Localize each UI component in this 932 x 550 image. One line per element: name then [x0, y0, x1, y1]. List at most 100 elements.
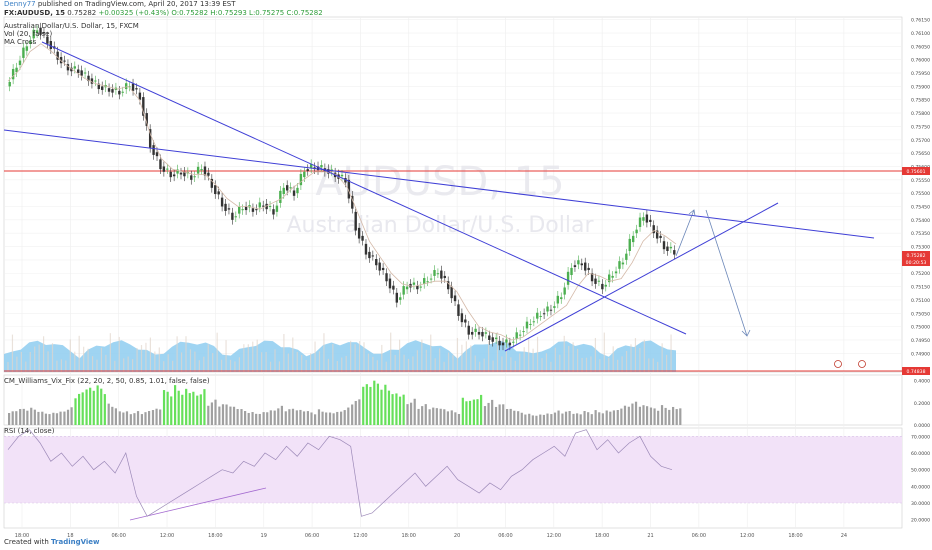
candle-body — [90, 78, 94, 84]
author-link[interactable]: Denny77 — [4, 0, 36, 8]
vix-bar — [236, 409, 239, 425]
vix-bar — [111, 406, 114, 425]
candle-body — [484, 332, 488, 334]
study-ma-label[interactable]: MA Cross — [4, 38, 37, 46]
williams-panel-label[interactable]: CM_Williams_Vix_Fix (22, 20, 2, 50, 0.85… — [4, 377, 210, 385]
price-axis-label: 0.75950 — [911, 71, 930, 77]
candle-body — [566, 271, 570, 285]
rsi-panel-label[interactable]: RSI (14, close) — [4, 427, 55, 435]
time-axis-label: 18:00 — [208, 533, 222, 539]
vix-bar — [539, 414, 542, 425]
vix-bar — [627, 406, 630, 425]
candle-body — [207, 172, 210, 176]
vix-bar — [461, 397, 464, 425]
trendline-upper — [3, 129, 875, 239]
vix-bar — [266, 412, 269, 425]
vix-bar — [480, 394, 483, 425]
candle-body — [498, 340, 501, 346]
time-axis-label: 12:00 — [740, 533, 754, 539]
price-axis-label: 0.74950 — [911, 338, 930, 344]
candle-body — [529, 323, 532, 325]
vix-bar — [439, 408, 442, 425]
price-tag-label: 0.75282 — [907, 253, 926, 259]
candle-body — [638, 217, 642, 227]
candle-body — [285, 185, 289, 191]
candle-body — [560, 297, 563, 300]
vix-bar — [133, 413, 136, 425]
vix-bar — [181, 394, 184, 425]
candle-body — [590, 273, 594, 282]
candle-body — [262, 205, 265, 207]
vix-bar — [70, 407, 73, 425]
candle-body — [203, 166, 207, 176]
time-axis-label: 19 — [261, 533, 267, 539]
vix-bar — [277, 408, 280, 425]
candle-body — [135, 88, 138, 90]
candle-body — [231, 212, 234, 220]
vix-bar — [468, 400, 472, 425]
vix-bar — [487, 402, 490, 425]
vix-bar — [446, 411, 449, 425]
tradingview-logo[interactable]: TradingView — [51, 538, 100, 546]
projection-down-arrow — [705, 209, 748, 337]
candle-body — [385, 273, 388, 282]
vix-bar — [122, 412, 125, 425]
vix-bar — [443, 409, 446, 425]
vix-bar — [66, 409, 70, 425]
price-tag-bg — [902, 167, 930, 175]
vix-bar — [369, 386, 372, 425]
candle-body — [536, 312, 539, 319]
vix-bar — [291, 408, 295, 425]
time-axis-label: 06:00 — [111, 533, 125, 539]
vix-bar — [192, 391, 195, 425]
vix-bar — [605, 410, 608, 425]
candle-body — [608, 274, 611, 283]
candle-body — [621, 262, 625, 265]
time-axis-label: 12:00 — [160, 533, 174, 539]
vix-bar — [332, 413, 335, 425]
vix-bar — [660, 405, 664, 425]
vix-bar — [642, 405, 645, 425]
vix-bar — [37, 411, 40, 425]
vix-bar — [136, 411, 140, 425]
price-axis-label: 0.76100 — [911, 31, 930, 37]
vix-bar — [672, 406, 675, 425]
candle-body — [172, 174, 176, 177]
candle-body — [275, 205, 279, 212]
candle-body — [94, 80, 97, 82]
vix-bar — [509, 408, 512, 425]
candle-body — [357, 227, 361, 239]
candle-body — [70, 67, 73, 72]
price-axis-label: 0.75000 — [911, 325, 930, 331]
vix-bar — [406, 404, 409, 425]
candle-body — [412, 282, 416, 285]
vix-bar — [59, 411, 62, 425]
vix-bar — [494, 406, 498, 425]
candle-body — [268, 205, 272, 207]
vix-bar — [269, 410, 272, 425]
vix-bar — [170, 396, 173, 425]
vix-bar — [262, 412, 265, 425]
study-vol-label[interactable]: Vol (20, false) — [4, 30, 53, 38]
price-tag-bg — [902, 258, 930, 266]
candle-body — [316, 166, 320, 171]
vix-bar — [472, 399, 475, 425]
candle-body — [649, 219, 652, 222]
price-axis-label: 0.75300 — [911, 245, 930, 251]
candle-body — [467, 325, 470, 335]
candle-body — [289, 187, 292, 189]
vix-bar — [668, 409, 671, 425]
vix-bar — [476, 399, 479, 425]
price-axis-label: 0.75450 — [911, 205, 930, 211]
created-with-text: Created with — [4, 538, 49, 546]
vix-bar — [576, 413, 579, 425]
rsi-axis-label: 50.0000 — [911, 468, 930, 474]
candle-body — [460, 313, 464, 323]
watermark-name: Australian Dollar/U.S. Dollar — [286, 213, 594, 238]
trendline-ascending — [504, 202, 779, 352]
candle-body — [423, 278, 426, 284]
vix-bar — [225, 404, 228, 425]
candle-body — [145, 113, 148, 126]
time-axis-label: 20 — [454, 533, 460, 539]
